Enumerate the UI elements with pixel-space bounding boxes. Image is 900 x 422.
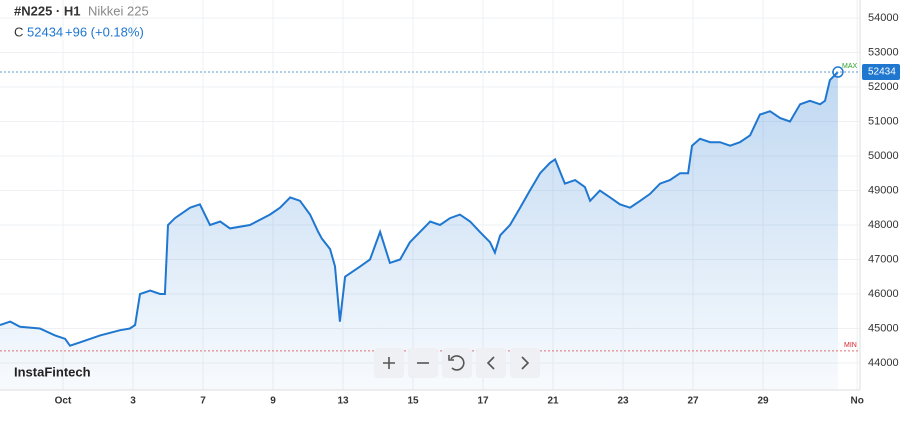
scroll-right-button[interactable] bbox=[510, 348, 540, 378]
x-tick-label: 29 bbox=[757, 396, 769, 407]
y-tick-label: 51000 bbox=[868, 115, 899, 127]
zoom-out-button[interactable] bbox=[408, 348, 438, 378]
reset-button[interactable] bbox=[442, 348, 472, 378]
price-badge-label: 52434 bbox=[868, 67, 896, 78]
x-tick-label: 21 bbox=[547, 396, 559, 407]
x-tick-label: 3 bbox=[130, 396, 136, 407]
chart-title: #N225 · H1 bbox=[14, 3, 80, 18]
y-tick-label: 48000 bbox=[868, 219, 899, 231]
y-tick-label: 49000 bbox=[868, 184, 899, 196]
x-tick-label: Oct bbox=[55, 396, 72, 407]
x-tick-label: 9 bbox=[270, 396, 276, 407]
price-badge bbox=[862, 64, 900, 81]
max-label: MAX bbox=[842, 63, 858, 70]
y-tick-label: 52000 bbox=[868, 81, 899, 93]
x-tick-label: 13 bbox=[337, 396, 349, 407]
close-value: 52434 bbox=[27, 24, 63, 39]
y-tick-label: 50000 bbox=[868, 150, 899, 162]
y-tick-label: 46000 bbox=[868, 288, 899, 300]
x-tick-label: 15 bbox=[407, 396, 419, 407]
area bbox=[0, 72, 838, 390]
line bbox=[0, 71, 839, 347]
toolbar bbox=[374, 348, 540, 378]
y-tick-label: 53000 bbox=[868, 46, 899, 58]
change: +96 (+0.18%) bbox=[65, 24, 144, 39]
brand: InstaFintech bbox=[14, 364, 91, 379]
y-tick-label: 54000 bbox=[868, 12, 899, 24]
zoom-in-button[interactable] bbox=[374, 348, 404, 378]
close-label: C bbox=[14, 24, 23, 39]
last-point bbox=[832, 66, 844, 78]
x-tick-label: No bbox=[851, 396, 864, 407]
x-tick-label: 27 bbox=[687, 396, 699, 407]
scroll-left-button[interactable] bbox=[476, 348, 506, 378]
min-label: MIN bbox=[844, 342, 857, 349]
y-tick-label: 47000 bbox=[868, 253, 899, 265]
x-tick-label: 17 bbox=[477, 396, 489, 407]
x-tick-label: 23 bbox=[617, 396, 629, 407]
y-tick-label: 44000 bbox=[868, 357, 899, 369]
x-tick-label: 7 bbox=[200, 396, 206, 407]
y-tick-label: 45000 bbox=[868, 322, 899, 334]
plot: MAX MIN bbox=[0, 63, 860, 390]
chart-subtitle: Nikkei 225 bbox=[88, 3, 149, 18]
